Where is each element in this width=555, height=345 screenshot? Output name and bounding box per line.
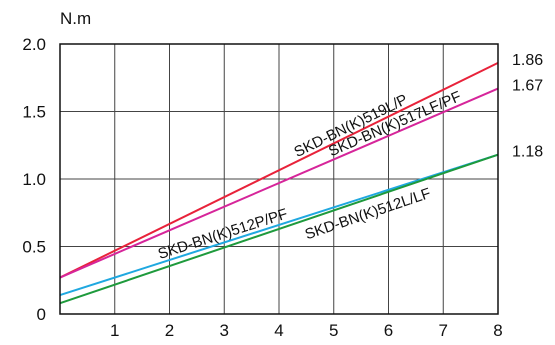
y-axis-unit: N.m: [60, 9, 91, 28]
end-value-label: 1.86: [512, 52, 543, 69]
series-lines: [59, 62, 499, 305]
end-value-label: 1.67: [512, 78, 543, 95]
x-tick-label: 3: [220, 321, 229, 340]
x-tick-label: 7: [439, 321, 448, 340]
tick-labels: 1 2 3 4 5 6 7 8 0 0.5 1.0 1.5 2.0: [22, 35, 502, 340]
series-line-0: [59, 62, 499, 279]
y-tick-label: 0: [37, 305, 46, 324]
x-tick-label: 6: [384, 321, 393, 340]
x-tick-label: 5: [329, 321, 338, 340]
series-line-2: [59, 153, 499, 297]
x-tick-label: 2: [165, 321, 174, 340]
series-line-1: [59, 87, 499, 279]
x-tick-label: 4: [274, 321, 283, 340]
y-tick-label: 0.5: [22, 238, 46, 257]
series-labels: 1.861.671.18SKD-BN(K)519L/PSKD-BN(K)517L…: [156, 52, 543, 263]
series-name-label: SKD-BN(K)512P/PF: [156, 205, 290, 262]
y-tick-label: 1.5: [22, 103, 46, 122]
y-tick-label: 1.0: [22, 170, 46, 189]
y-tick-label: 2.0: [22, 35, 46, 54]
plot-frame: [59, 43, 499, 315]
end-value-label: 1.18: [512, 144, 543, 161]
series-line-3: [59, 153, 499, 305]
x-tick-label: 1: [110, 321, 119, 340]
x-tick-label: 8: [493, 321, 502, 340]
